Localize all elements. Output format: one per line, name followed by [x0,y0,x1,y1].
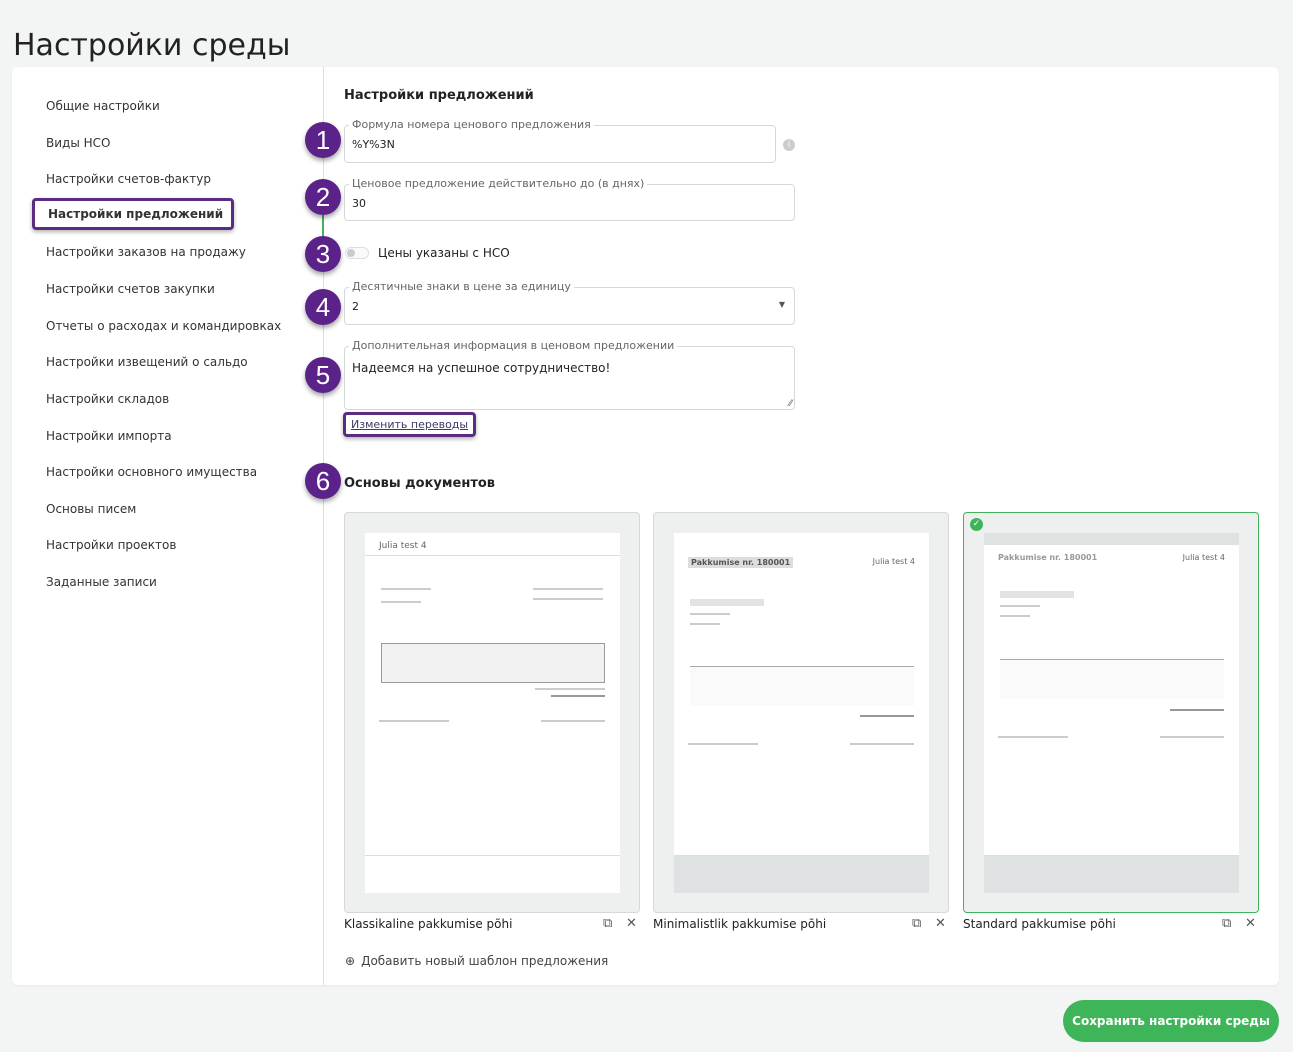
copy-icon[interactable]: ⧉ [603,916,613,931]
add-template-button[interactable]: ⊕ Добавить новый шаблон предложения [345,954,608,968]
add-template-label: Добавить новый шаблон предложения [361,954,609,968]
preview-company: Julia test 4 [1182,553,1225,562]
sidebar-item-general[interactable]: Общие настройки [46,99,160,113]
close-icon[interactable]: ✕ [935,916,946,931]
close-icon[interactable]: ✕ [626,916,637,931]
page-title: Настройки среды [13,28,291,64]
valid-days-field[interactable]: Ценовое предложение действительно до (в … [344,177,795,221]
close-icon[interactable]: ✕ [1245,916,1256,931]
number-formula-field[interactable]: Формула номера ценового предложения %Y%3… [344,118,776,163]
dropdown-arrow-icon: ▼ [778,300,785,309]
sidebar-item-purchase-invoices[interactable]: Настройки счетов закупки [46,282,215,296]
progress-line [322,215,324,237]
sidebar-item-warehouses[interactable]: Настройки складов [46,392,170,406]
save-settings-button[interactable]: Сохранить настройки среды [1063,1000,1279,1042]
template-name: Klassikaline pakkumise põhi [344,917,513,931]
field-label: Десятичные знаки в цене за единицу [349,280,574,293]
annotation-3: 3 [305,236,341,272]
template-card-standard[interactable]: ✓ Pakkumise nr. 180001 Julia test 4 [963,512,1259,913]
preview-company: Julia test 4 [872,557,915,566]
template-preview: Julia test 4 [365,533,620,893]
templates-title: Основы документов [344,476,496,491]
field-value: Надеемся на успешное сотрудничество! [352,361,611,375]
sidebar-item-letters[interactable]: Основы писем [46,502,137,516]
template-preview: Pakkumise nr. 180001 Julia test 4 [984,533,1239,893]
copy-icon[interactable]: ⧉ [1222,916,1232,931]
template-card-classic[interactable]: Julia test 4 [344,512,640,913]
sidebar-item-offers[interactable]: Настройки предложений [32,198,235,230]
sidebar-item-import[interactable]: Настройки импорта [46,429,172,443]
annotation-6: 6 [305,463,341,499]
field-value: %Y%3N [352,138,395,151]
section-title: Настройки предложений [344,88,534,103]
copy-icon[interactable]: ⧉ [912,916,922,931]
vat-toggle-label: Цены указаны с НСО [378,246,510,260]
template-name: Standard pakkumise põhi [963,917,1116,931]
field-value: 2 [352,300,359,313]
preview-header: Julia test 4 [379,541,427,551]
field-value: 30 [352,197,366,210]
sidebar-item-expenses[interactable]: Отчеты о расходах и командировках [46,319,282,333]
sidebar-item-vat-types[interactable]: Виды НСО [46,136,111,150]
field-label: Ценовое предложение действительно до (в … [349,177,648,190]
additional-info-textarea[interactable]: Дополнительная информация в ценовом пред… [344,339,795,410]
sidebar-item-sales-orders[interactable]: Настройки заказов на продажу [46,245,246,259]
decimals-select[interactable]: Десятичные знаки в цене за единицу 2 ▼ [344,280,795,325]
sidebar-item-balance-notices[interactable]: Настройки извещений о сальдо [46,355,248,369]
preview-header: Pakkumise nr. 180001 [688,557,794,568]
selected-check-icon: ✓ [970,518,983,531]
field-label: Дополнительная информация в ценовом пред… [349,339,678,352]
preview-header: Pakkumise nr. 180001 [998,553,1098,562]
annotation-4: 4 [305,289,341,325]
template-preview: Pakkumise nr. 180001 Julia test 4 [674,533,929,893]
plus-circle-icon: ⊕ [345,954,356,968]
annotation-2: 2 [305,179,341,215]
vat-toggle[interactable] [345,247,369,259]
info-icon[interactable]: i [783,139,795,151]
sidebar-item-defined-records[interactable]: Заданные записи [46,575,157,589]
annotation-1: 1 [305,122,341,158]
divider [323,67,324,985]
sidebar-item-projects[interactable]: Настройки проектов [46,538,177,552]
resize-handle-icon[interactable]: ⁄⁄ [788,399,792,409]
sidebar-item-invoices[interactable]: Настройки счетов-фактур [46,172,211,186]
edit-translations-link[interactable]: Изменить переводы [343,412,477,437]
sidebar-item-fixed-assets[interactable]: Настройки основного имущества [46,465,258,479]
annotation-5: 5 [305,357,341,393]
template-name: Minimalistlik pakkumise põhi [653,917,827,931]
template-card-minimalist[interactable]: Pakkumise nr. 180001 Julia test 4 [653,512,949,913]
field-label: Формула номера ценового предложения [349,118,594,131]
